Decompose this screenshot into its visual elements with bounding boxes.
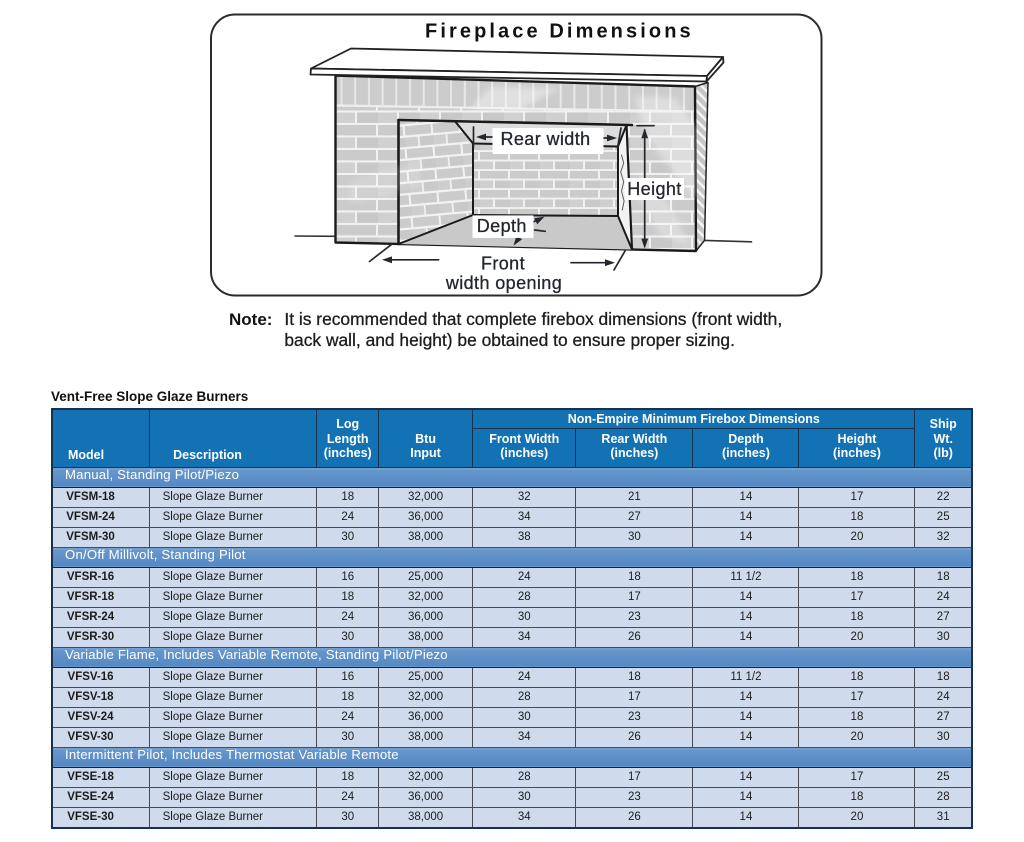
svg-text:It is recommended that complet: It is recommended that complete firebox … — [284, 309, 782, 329]
svg-text:Depth: Depth — [477, 216, 527, 236]
svg-text:Front: Front — [481, 254, 525, 274]
svg-text:Fireplace Dimensions: Fireplace Dimensions — [425, 21, 694, 43]
svg-text:width opening: width opening — [445, 273, 562, 293]
svg-text:Height: Height — [627, 179, 681, 199]
svg-text:back wall, and height) be obta: back wall, and height) be obtained to en… — [284, 330, 735, 350]
svg-text:Rear width: Rear width — [500, 129, 590, 149]
svg-text:Note:: Note: — [229, 310, 272, 329]
